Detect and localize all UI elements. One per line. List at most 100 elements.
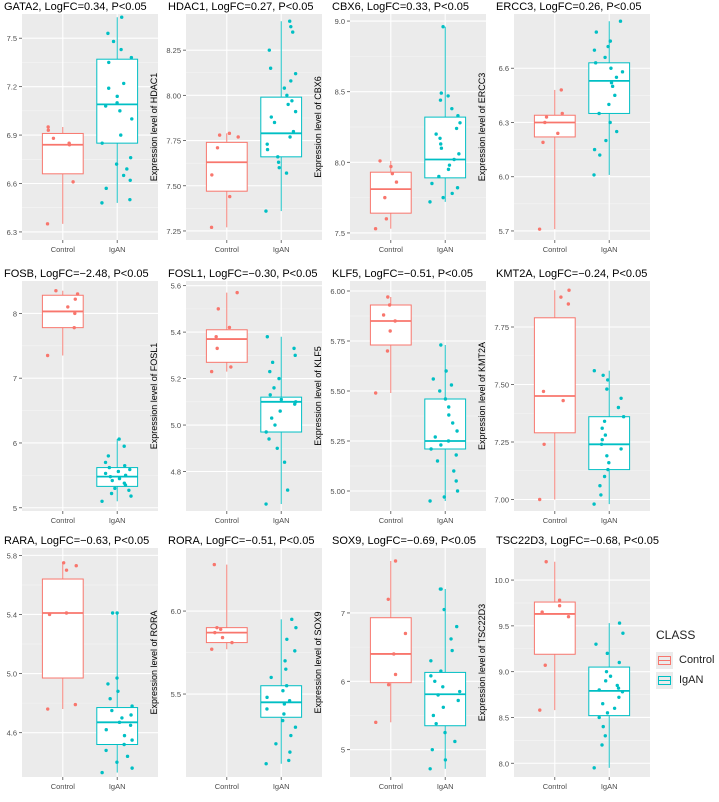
data-point [446, 439, 451, 443]
data-point [603, 679, 608, 683]
data-point [593, 61, 598, 65]
data-point [285, 93, 289, 98]
data-point [120, 716, 124, 720]
data-point [293, 109, 298, 114]
box-igan [588, 19, 631, 177]
data-point [267, 437, 271, 441]
data-point [218, 627, 223, 632]
y-tick-label: 6.3 [499, 118, 509, 127]
data-point [619, 447, 623, 451]
y-axis-label: Expression level of TSC22D3 [477, 604, 487, 721]
data-point [393, 559, 398, 563]
data-point [447, 413, 451, 417]
data-point [608, 674, 613, 678]
data-point [556, 131, 560, 136]
y-tick-label: 8.0 [335, 158, 345, 167]
legend-entry-igan: IgAN [656, 670, 718, 690]
data-point [557, 604, 562, 608]
data-point [601, 373, 605, 377]
data-point [393, 319, 397, 323]
data-point [129, 55, 134, 60]
y-tick-label: 5.4 [171, 328, 181, 337]
data-point [128, 197, 132, 202]
data-point [443, 758, 448, 762]
data-point [601, 724, 605, 729]
panel-title: RARA, LogFC=−0.63, P<0.05 [4, 535, 149, 547]
panel-title: SOX9, LogFC=−0.69, P<0.05 [332, 535, 476, 547]
x-tick-label: Control [215, 782, 240, 791]
data-point [441, 25, 445, 29]
x-tick-label: IgAN [437, 782, 454, 791]
y-axis-label: Expression level of RORA [149, 610, 159, 714]
data-point [386, 295, 390, 299]
x-tick-label: Control [379, 245, 404, 254]
box-iqr [205, 329, 248, 363]
data-point [45, 353, 50, 358]
x-tick-label: IgAN [273, 516, 290, 525]
data-point [541, 140, 545, 145]
y-tick-label: 7.25 [494, 438, 509, 447]
data-point [129, 494, 133, 498]
data-point [109, 491, 114, 496]
box-iqr [205, 141, 248, 192]
data-point [616, 405, 621, 410]
box-control [205, 290, 248, 374]
data-point [601, 702, 605, 706]
data-point [291, 30, 295, 34]
box-igan [424, 343, 467, 503]
panel-klf5: KLF5, LogFC=−0.51, P<0.05 5.00 5.25 5.50 5.7… [313, 268, 486, 525]
data-point [449, 637, 453, 641]
data-point [428, 767, 432, 771]
data-point [620, 690, 625, 694]
x-tick-label: IgAN [601, 245, 618, 254]
data-point [265, 335, 270, 339]
data-point [293, 71, 298, 76]
panel-tsc22d3: TSC22D3, LogFC=−0.68, P<0.05 8.0 8.5 9.0 9.5… [477, 535, 659, 791]
data-point [607, 461, 611, 465]
data-point [215, 625, 219, 630]
data-point [73, 702, 78, 707]
data-point [269, 115, 274, 119]
data-point [433, 679, 437, 683]
data-point [74, 564, 78, 568]
y-tick-label: 9.5 [499, 622, 509, 631]
data-point [606, 467, 610, 472]
panel-hdac1: HDAC1, LogFC=0.27, P<0.05 7.25 7.50 7.75 8.0… [149, 1, 322, 254]
data-point [72, 325, 76, 330]
data-point [436, 693, 440, 697]
x-tick-label: IgAN [437, 245, 454, 254]
data-point [118, 109, 122, 113]
data-point [592, 147, 597, 152]
y-tick-label: 6.0 [171, 607, 181, 616]
data-point [443, 397, 448, 401]
data-point [592, 369, 597, 373]
data-point [214, 335, 218, 339]
data-point [284, 667, 288, 671]
box-control [41, 289, 84, 358]
data-point [597, 715, 601, 720]
data-point [288, 19, 292, 23]
panel-title: FOSB, LogFC=−2.48, P<0.05 [4, 268, 149, 280]
data-point [106, 682, 110, 686]
data-point [605, 387, 609, 391]
data-point [617, 621, 622, 625]
data-point [46, 707, 50, 711]
data-point [602, 474, 607, 479]
data-point [100, 770, 104, 775]
data-point [115, 101, 119, 105]
panel-rara: RARA, LogFC=−0.63, P<0.05 4.6 5.0 5.4 5.8 Con… [4, 535, 158, 791]
y-tick-label: 8.5 [335, 88, 345, 97]
data-point [613, 93, 617, 98]
panel-cbx6: CBX6, LogFC=0.33, P<0.05 7.5 8.0 8.5 9.0 Cont… [313, 1, 486, 254]
y-tick-label: 7.5 [335, 229, 345, 238]
data-point [608, 39, 613, 43]
data-point [598, 484, 602, 488]
data-point [538, 708, 542, 712]
data-point [119, 47, 123, 52]
panel-fosb: FOSB, LogFC=−2.48, P<0.05 5 6 7 8 Control IgAN… [4, 268, 158, 525]
y-axis-label: Expression level of KMT2A [477, 342, 487, 450]
data-point [597, 111, 601, 116]
data-point [71, 180, 75, 184]
data-point [267, 48, 272, 52]
data-point [439, 142, 443, 146]
